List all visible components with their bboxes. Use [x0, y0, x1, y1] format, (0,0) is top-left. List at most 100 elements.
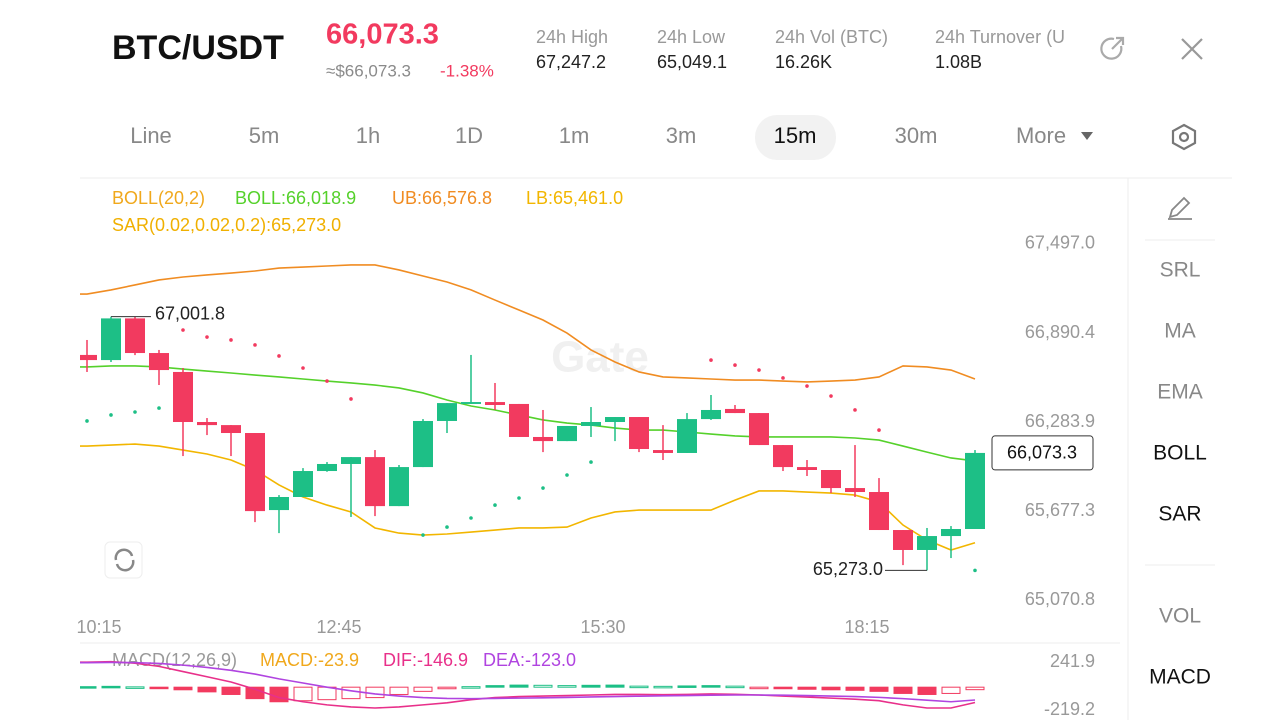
band-line: [80, 264, 976, 383]
rotate-button[interactable]: [104, 541, 143, 579]
candle-body: [269, 497, 289, 511]
tab[interactable]: 15m: [774, 123, 817, 148]
macd-bar: [749, 686, 769, 690]
candle-body: [845, 488, 865, 493]
candle-body: [869, 492, 889, 531]
tab[interactable]: 3m: [666, 123, 697, 148]
macd-bar: [461, 686, 481, 689]
macd-bar: [389, 686, 409, 695]
macd-bar: [509, 684, 529, 688]
sar-dot: [445, 525, 449, 529]
sar-dot: [469, 516, 473, 520]
tab[interactable]: Line: [130, 123, 172, 148]
stat-label: 24h Low: [657, 27, 726, 47]
share-arc: [1100, 37, 1123, 60]
stat-label: 24h High: [536, 27, 608, 47]
y-tick-label: 66,890.4: [1025, 322, 1095, 342]
sar-dot: [973, 568, 977, 573]
sar-dot: [421, 533, 425, 537]
share-icon[interactable]: [1100, 36, 1125, 60]
watermark: Gate: [551, 333, 649, 382]
stat: 24h High 67,247.2: [536, 27, 608, 72]
price: 66,073.3: [326, 19, 439, 51]
macd-bar: [677, 685, 697, 688]
indicator[interactable]: SRL: [1160, 259, 1201, 282]
last-price: 66,073.3: [1007, 443, 1077, 463]
sar-dot: [757, 368, 761, 372]
indicator[interactable]: SAR: [1158, 503, 1201, 526]
approx-price: ≈$66,073.3: [326, 61, 411, 80]
tab[interactable]: 1h: [356, 123, 380, 148]
sar-dot: [301, 366, 305, 370]
legend-item: MACD(12,26,9): [112, 650, 237, 670]
legend-item: LB:65,461.0: [526, 188, 623, 208]
macd-bar: [413, 686, 433, 692]
macd-bar: [317, 686, 337, 701]
y-tick-label: 65,677.3: [1025, 500, 1095, 520]
tab[interactable]: 5m: [249, 123, 280, 148]
draw-icon[interactable]: [1168, 196, 1192, 220]
settings-icon[interactable]: [1171, 123, 1197, 151]
stat: 24h Vol (BTC) 16.26K: [775, 27, 888, 72]
candle-body: [965, 452, 985, 529]
candle-body: [80, 354, 97, 361]
macd-bar: [869, 686, 889, 692]
share-arrow: [1111, 36, 1125, 50]
macd-bar: [941, 686, 961, 694]
candle-body: [293, 471, 313, 498]
indicator[interactable]: MACD: [1149, 666, 1211, 689]
macd-line: [80, 661, 976, 703]
macd-bar: [125, 686, 145, 689]
candle-body: [413, 420, 433, 468]
candle-body: [365, 457, 385, 507]
last-price-box: [991, 435, 1094, 471]
y-tick-label: 241.9: [1050, 651, 1095, 671]
macd-bar: [893, 686, 913, 694]
tab[interactable]: 30m: [895, 123, 938, 148]
sar-dot: [541, 486, 545, 490]
candle-body: [149, 353, 169, 371]
candle-body: [101, 318, 121, 361]
candle-body: [437, 403, 457, 421]
macd-bar: [845, 686, 865, 691]
sar-dot: [877, 428, 881, 432]
macd-bar: [437, 686, 457, 690]
sar-dot: [253, 343, 257, 347]
stat: 24h Low 65,049.1: [657, 27, 727, 72]
legend-item: DIF:-146.9: [383, 650, 468, 670]
macd-bar: [581, 684, 601, 688]
macd-bar: [149, 686, 169, 690]
legend-item: MACD:-23.9: [260, 650, 359, 670]
stat-value: 65,049.1: [657, 52, 727, 72]
indicator[interactable]: EMA: [1157, 381, 1203, 404]
band-line: [80, 443, 976, 551]
macd-bar: [653, 685, 673, 689]
sar-dot: [109, 413, 113, 417]
pair: BTC/USDT: [112, 29, 284, 67]
sar-dot: [565, 473, 569, 477]
indicator[interactable]: BOLL: [1153, 442, 1207, 465]
tab[interactable]: 1D: [455, 123, 483, 148]
candle-body: [605, 417, 625, 423]
low-label: 65,273.0: [813, 559, 883, 579]
tab[interactable]: More: [1016, 123, 1066, 148]
stat-value: 67,247.2: [536, 52, 606, 72]
candle-body: [677, 419, 697, 453]
macd-bar: [221, 686, 241, 695]
stat-value: 1.08B: [935, 52, 982, 72]
indicator[interactable]: VOL: [1159, 605, 1201, 628]
candle-body: [125, 318, 145, 354]
indicator[interactable]: MA: [1164, 320, 1196, 343]
macd-bar: [725, 685, 745, 689]
macd-bar: [80, 686, 97, 689]
candle-body: [941, 528, 961, 537]
macd-bar: [341, 686, 361, 700]
close-icon[interactable]: [1181, 38, 1203, 60]
tab[interactable]: 1m: [559, 123, 590, 148]
more-arrow[interactable]: [1081, 132, 1093, 140]
macd-bar: [965, 686, 985, 691]
stat-label: 24h Turnover (U: [935, 27, 1065, 47]
